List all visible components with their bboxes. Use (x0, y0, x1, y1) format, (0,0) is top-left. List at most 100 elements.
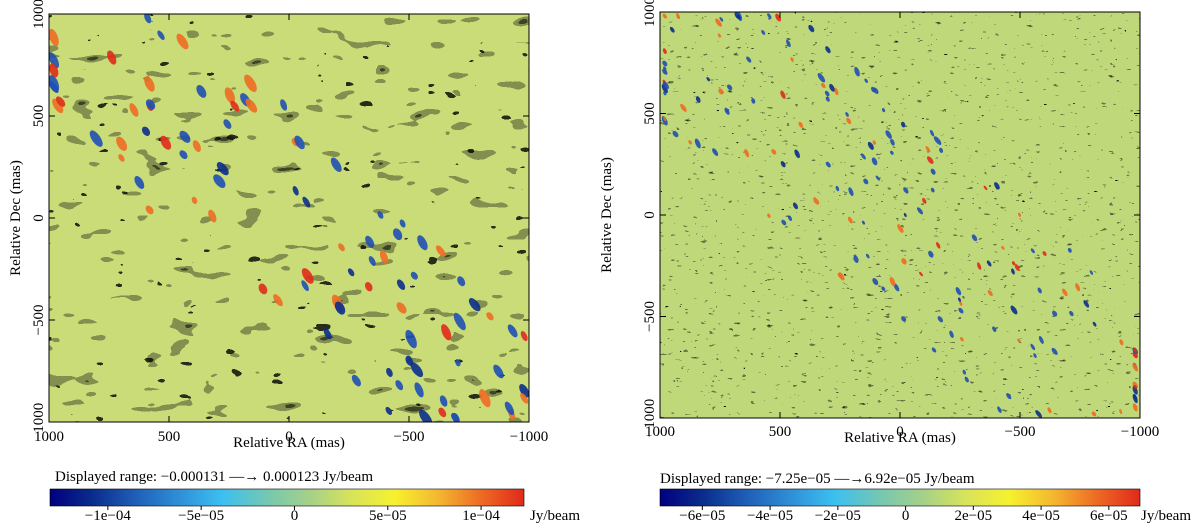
noise-peak (1051, 347, 1058, 355)
noise-peak (410, 271, 418, 280)
noise-peak (302, 196, 311, 208)
y-tick-label: 0 (31, 214, 47, 222)
noise-peak (213, 174, 226, 188)
noise-peak (936, 242, 941, 249)
noise-peak (846, 117, 852, 125)
map-image-left (49, 14, 529, 422)
noise-peak (399, 219, 406, 228)
noise-peak (706, 77, 711, 82)
noise-peak (1014, 264, 1020, 271)
colorbar-left (49, 488, 525, 507)
noise-peak (964, 376, 969, 383)
noise-peak (676, 12, 680, 20)
colorbar-tick-label: −4e−05 (747, 508, 793, 524)
x-tick-label: −1000 (510, 429, 548, 445)
noise-peak (141, 126, 151, 136)
colorbar-unit-right: Jy/beam (1141, 508, 1191, 524)
noise-peak (379, 250, 389, 264)
noise-peaks-right (661, 12, 1139, 418)
noise-peak (441, 324, 452, 341)
noise-peak (933, 136, 942, 145)
noise-peak (157, 30, 165, 40)
noise-peak (244, 74, 257, 93)
noise-peak (798, 121, 804, 128)
noise-peak (767, 213, 771, 218)
noise-peak (144, 14, 152, 24)
noise-peak (871, 86, 876, 93)
noise-peak (1119, 339, 1124, 346)
noise-peak (845, 112, 849, 117)
noise-peak (959, 301, 963, 306)
noise-peak (338, 243, 345, 252)
panel-right: 1000 500 0 −500 −1000 −1000 −500 0 500 1000 Rela… (599, 0, 1191, 524)
noise-peak (405, 355, 414, 366)
noise-peak (118, 154, 125, 162)
noise-peak (930, 168, 936, 175)
noise-peak (853, 255, 859, 263)
noise-peak (867, 141, 874, 150)
noise-peak (176, 33, 189, 50)
colorbar-tick-label: −1e−04 (85, 508, 132, 524)
noise-peak (986, 260, 992, 267)
noise-peak (116, 136, 128, 151)
noise-peak (872, 140, 876, 145)
noise-peak (928, 250, 934, 258)
colorbar-unit-left: Jy/beam (530, 508, 580, 524)
noise-peak (926, 156, 934, 164)
noise-peak (817, 73, 826, 83)
noise-peak (744, 149, 750, 158)
noise-peak (519, 383, 529, 398)
noise-peak (129, 103, 139, 117)
noise-peak (949, 330, 954, 338)
noise-peak (724, 107, 730, 115)
colorbar-tick-label: 0 (291, 508, 299, 524)
noise-peak (780, 90, 786, 99)
noise-peak (901, 316, 907, 322)
colorbar-right (659, 488, 1141, 507)
noise-peak (695, 96, 701, 103)
noise-peak (107, 50, 117, 65)
x-tick-label: 500 (769, 424, 792, 440)
displayed-range-left: Displayed range: −0.000131 —→ 0.000123 J… (55, 469, 373, 485)
noise-peak (761, 29, 766, 35)
noise-peak (1052, 310, 1058, 317)
panel-left: 1000 500 0 −500 −1000 −1000 −500 0 500 1000 Rela… (8, 0, 580, 524)
x-tick-label: 1000 (645, 424, 675, 440)
noise-peak (746, 56, 752, 63)
y-tick-label: −1000 (642, 399, 658, 437)
noise-peak (825, 46, 831, 54)
y-tick-label: 0 (642, 211, 658, 219)
y-tick-label: 1000 (642, 0, 658, 27)
noise-peak (504, 401, 515, 416)
noise-peak (419, 409, 433, 422)
noise-peak (881, 108, 886, 113)
noise-peak (395, 380, 404, 391)
noise-peak (680, 103, 687, 112)
map-image-right (660, 12, 1140, 418)
noise-peak (179, 130, 191, 143)
noise-peak (145, 99, 156, 110)
noise-peak (1062, 288, 1068, 297)
noise-peak (292, 185, 299, 196)
noise-peak (1030, 248, 1035, 254)
colorbar-ticks-right: −6e−05 −4e−05 −2e−05 0 2e−05 4e−05 6e−05 (679, 506, 1128, 524)
y-axis-label-left: Relative Dec (mas) (8, 160, 24, 276)
noise-peak (377, 211, 384, 219)
noise-peak (55, 96, 66, 107)
x-tick-label: 1000 (34, 429, 64, 445)
noise-peak (662, 81, 670, 90)
noise-peak (1132, 363, 1139, 372)
noise-peak (994, 182, 1000, 190)
noise-peak (1037, 287, 1042, 294)
noise-peak (937, 316, 944, 323)
noise-peak (825, 161, 831, 168)
noise-peak (1006, 393, 1012, 400)
noise-peak (792, 202, 798, 210)
noise-peak (52, 98, 64, 114)
noise-peak (385, 406, 393, 415)
noise-peak (977, 262, 982, 270)
noise-peak (1010, 305, 1018, 315)
noise-peak (925, 146, 931, 153)
noise-peak (694, 138, 701, 149)
